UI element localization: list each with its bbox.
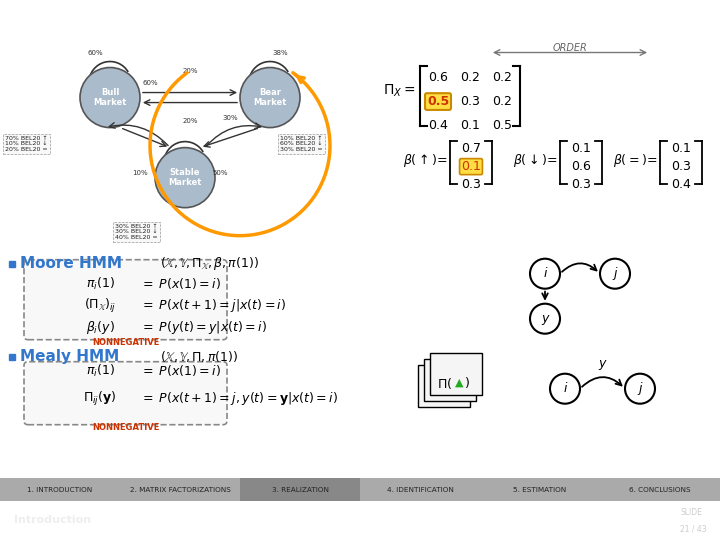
Text: 0.1: 0.1 (671, 142, 691, 155)
Text: 38%: 38% (272, 50, 288, 56)
Text: 6. CONCLUSIONS: 6. CONCLUSIONS (629, 487, 690, 493)
Text: 0.4: 0.4 (671, 178, 691, 191)
Text: 0.3: 0.3 (461, 178, 481, 191)
Text: 0.1: 0.1 (460, 119, 480, 132)
Text: NONNEGATIVE: NONNEGATIVE (92, 423, 159, 431)
Text: 0.3: 0.3 (671, 160, 691, 173)
Text: 0.3: 0.3 (460, 95, 480, 108)
Text: 20%: 20% (182, 68, 198, 73)
FancyBboxPatch shape (24, 362, 227, 424)
FancyBboxPatch shape (424, 359, 476, 401)
Text: — Approx. realization: — Approx. realization (374, 515, 494, 525)
FancyBboxPatch shape (24, 260, 227, 340)
Text: — Quasi realization: — Quasi realization (238, 515, 346, 525)
Text: 10% BEL20 ↑
60% BEL20 ↓
30% BEL20 =: 10% BEL20 ↑ 60% BEL20 ↓ 30% BEL20 = (280, 136, 323, 152)
Circle shape (240, 68, 300, 127)
Text: $=\;P(x(t+1)=j|x(t)=i)$: $=\;P(x(t+1)=j|x(t)=i)$ (140, 297, 287, 314)
Text: — Realization: — Realization (122, 515, 199, 525)
Text: Bear
Market: Bear Market (253, 88, 287, 107)
Text: 50%: 50% (212, 170, 228, 176)
Text: 0.4: 0.4 (428, 119, 448, 132)
Text: Bull
Market: Bull Market (94, 88, 127, 107)
Text: i: i (563, 382, 567, 395)
FancyBboxPatch shape (418, 364, 470, 407)
Text: $=\;P(x(1)=i)$: $=\;P(x(1)=i)$ (140, 363, 221, 378)
FancyBboxPatch shape (480, 478, 600, 501)
Text: 70% BEL20 ↑
10% BEL20 ↓
20% BEL20 =: 70% BEL20 ↑ 10% BEL20 ↓ 20% BEL20 = (5, 136, 48, 152)
Text: 0.2: 0.2 (492, 71, 512, 84)
Text: 3. REALIZATION: 3. REALIZATION (271, 487, 328, 493)
Text: $\pi_i(1)$: $\pi_i(1)$ (86, 275, 114, 292)
Text: 30% BEL20 ↑
30% BEL20 ↓
40% BEL20 =: 30% BEL20 ↑ 30% BEL20 ↓ 40% BEL20 = (115, 224, 158, 240)
Text: $=\;P(x(t+1)=j,y(t)=\mathbf{y}|x(t)=i)$: $=\;P(x(t+1)=j,y(t)=\mathbf{y}|x(t)=i)$ (140, 390, 338, 407)
Text: 4. IDENTIFICATION: 4. IDENTIFICATION (387, 487, 454, 493)
Text: 0.5: 0.5 (492, 119, 512, 132)
FancyBboxPatch shape (600, 478, 720, 501)
Text: 2. MATRIX FACTORIZATIONS: 2. MATRIX FACTORIZATIONS (130, 487, 230, 493)
FancyBboxPatch shape (0, 478, 120, 501)
Text: 0.6: 0.6 (428, 71, 448, 84)
Circle shape (530, 303, 560, 334)
Circle shape (625, 374, 655, 404)
Text: Stable
Market: Stable Market (168, 168, 202, 187)
Circle shape (530, 259, 560, 289)
Text: 21 / 43: 21 / 43 (680, 525, 707, 534)
Text: $\pi_i(1)$: $\pi_i(1)$ (86, 363, 114, 379)
FancyBboxPatch shape (120, 478, 240, 501)
Circle shape (155, 147, 215, 208)
Text: 60%: 60% (142, 79, 158, 85)
Text: j: j (613, 267, 617, 280)
Text: $(\Pi_\mathbb{X})_{ij}$: $(\Pi_\mathbb{X})_{ij}$ (84, 296, 116, 315)
Text: Hidden Markov models: Moore - Mealy: Hidden Markov models: Moore - Mealy (6, 10, 458, 30)
Text: 1. INTRODUCTION: 1. INTRODUCTION (27, 487, 93, 493)
Text: 0.1: 0.1 (571, 142, 591, 155)
Text: 0.1: 0.1 (461, 160, 481, 173)
Text: 20%: 20% (182, 118, 198, 124)
Text: 30%: 30% (222, 114, 238, 120)
Circle shape (80, 68, 140, 127)
Text: $(\mathbb{X},\mathbb{Y},\Pi_\mathbb{X},\beta,\pi(1))$: $(\mathbb{X},\mathbb{Y},\Pi_\mathbb{X},\… (160, 255, 259, 272)
FancyBboxPatch shape (360, 478, 480, 501)
Text: NONNEGATIVE: NONNEGATIVE (92, 338, 159, 347)
Text: 10%: 10% (132, 170, 148, 176)
Text: $=\;P(y(t)=y|x(t)=i)$: $=\;P(y(t)=y|x(t)=i)$ (140, 319, 267, 336)
Text: j: j (638, 382, 642, 395)
Text: ): ) (464, 377, 469, 390)
Text: 0.2: 0.2 (460, 71, 480, 84)
Text: ▲: ▲ (455, 377, 463, 388)
Text: 5. ESTIMATION: 5. ESTIMATION (513, 487, 567, 493)
Circle shape (600, 259, 630, 289)
Text: Introduction: Introduction (14, 515, 91, 525)
Text: $=\;P(x(1)=i)$: $=\;P(x(1)=i)$ (140, 276, 221, 291)
Circle shape (550, 374, 580, 404)
Text: i: i (544, 267, 546, 280)
Text: 0.2: 0.2 (492, 95, 512, 108)
Text: — Modeling DNA: — Modeling DNA (511, 515, 605, 525)
Text: =: = (546, 154, 557, 167)
Text: $\beta_i(y)$: $\beta_i(y)$ (86, 319, 114, 336)
Text: Moore HMM: Moore HMM (20, 256, 122, 271)
Text: $\Pi_{ij}(\mathbf{y})$: $\Pi_{ij}(\mathbf{y})$ (84, 390, 117, 408)
Text: $\Pi_X =$: $\Pi_X =$ (382, 82, 415, 99)
Text: $\Pi($: $\Pi($ (437, 376, 453, 391)
Text: =: = (437, 154, 447, 167)
Text: $(\mathbb{X},\mathbb{Y},\Pi,\pi(1))$: $(\mathbb{X},\mathbb{Y},\Pi,\pi(1))$ (160, 349, 238, 364)
Text: 0.5: 0.5 (427, 95, 449, 108)
Text: $\beta(=)$: $\beta(=)$ (613, 152, 647, 169)
Text: 60%: 60% (87, 50, 103, 56)
Text: Mealy HMM: Mealy HMM (20, 349, 120, 364)
Text: 0.6: 0.6 (571, 160, 591, 173)
Text: y: y (599, 357, 606, 370)
FancyBboxPatch shape (240, 478, 360, 501)
Text: y: y (541, 312, 549, 325)
Text: ORDER: ORDER (553, 43, 588, 52)
FancyBboxPatch shape (430, 353, 482, 395)
Text: SLIDE: SLIDE (680, 508, 702, 516)
Text: $\beta(\uparrow)$: $\beta(\uparrow)$ (403, 152, 437, 169)
Text: =: = (647, 154, 657, 167)
Text: $\beta(\downarrow)$: $\beta(\downarrow)$ (513, 152, 547, 169)
Text: 0.7: 0.7 (461, 142, 481, 155)
Text: 0.3: 0.3 (571, 178, 591, 191)
